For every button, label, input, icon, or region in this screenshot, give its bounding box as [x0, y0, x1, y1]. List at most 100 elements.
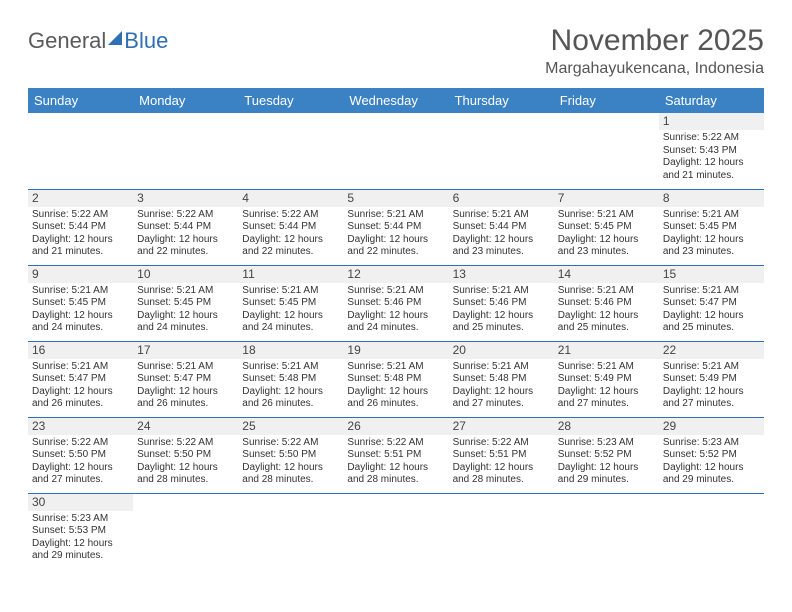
sunrise-text: Sunrise: 5:21 AM — [242, 361, 339, 374]
daylight-text: Daylight: 12 hours and 28 minutes. — [137, 462, 234, 487]
calendar-cell: 1Sunrise: 5:22 AMSunset: 5:43 PMDaylight… — [659, 113, 764, 189]
sunset-text: Sunset: 5:45 PM — [242, 297, 339, 310]
day-number: 10 — [133, 266, 238, 283]
calendar-cell — [28, 113, 133, 189]
sunset-text: Sunset: 5:44 PM — [242, 221, 339, 234]
sunrise-text: Sunrise: 5:22 AM — [453, 437, 550, 450]
sunset-text: Sunset: 5:45 PM — [32, 297, 129, 310]
day-number: 18 — [238, 342, 343, 359]
day-number: 20 — [449, 342, 554, 359]
location: Margahayukencana, Indonesia — [545, 60, 764, 78]
sunrise-text: Sunrise: 5:23 AM — [663, 437, 760, 450]
sunset-text: Sunset: 5:50 PM — [32, 449, 129, 462]
sunrise-text: Sunrise: 5:21 AM — [558, 361, 655, 374]
calendar-cell: 9Sunrise: 5:21 AMSunset: 5:45 PMDaylight… — [28, 265, 133, 341]
daylight-text: Daylight: 12 hours and 26 minutes. — [242, 386, 339, 411]
daylight-text: Daylight: 12 hours and 27 minutes. — [663, 386, 760, 411]
day-number: 22 — [659, 342, 764, 359]
sunset-text: Sunset: 5:47 PM — [137, 373, 234, 386]
sunrise-text: Sunrise: 5:21 AM — [137, 361, 234, 374]
daylight-text: Daylight: 12 hours and 24 minutes. — [242, 310, 339, 335]
daylight-text: Daylight: 12 hours and 22 minutes. — [137, 234, 234, 259]
daylight-text: Daylight: 12 hours and 23 minutes. — [453, 234, 550, 259]
day-number: 11 — [238, 266, 343, 283]
sunset-text: Sunset: 5:48 PM — [347, 373, 444, 386]
calendar-cell: 7 Sunrise: 5:21 AMSunset: 5:45 PMDaylight… — [554, 189, 659, 265]
daylight-text: Daylight: 12 hours and 25 minutes. — [453, 310, 550, 335]
sunrise-text: Sunrise: 5:21 AM — [32, 285, 129, 298]
calendar-cell: 29Sunrise: 5:23 AMSunset: 5:52 PMDayligh… — [659, 417, 764, 493]
day-number: 25 — [238, 418, 343, 435]
day-number: 1 — [659, 113, 764, 130]
daylight-text: Daylight: 12 hours and 22 minutes. — [242, 234, 339, 259]
title-block: November 2025 Margahayukencana, Indonesi… — [545, 24, 764, 78]
sunrise-text: Sunrise: 5:23 AM — [558, 437, 655, 450]
sunrise-text: Sunrise: 5:21 AM — [347, 285, 444, 298]
day-number: 4 — [238, 190, 343, 207]
logo-text-general: General — [28, 28, 106, 54]
day-number: 13 — [449, 266, 554, 283]
day-header: Friday — [554, 88, 659, 113]
daylight-text: Daylight: 12 hours and 27 minutes. — [32, 462, 129, 487]
daylight-text: Daylight: 12 hours and 29 minutes. — [558, 462, 655, 487]
sunrise-text: Sunrise: 5:21 AM — [558, 285, 655, 298]
calendar-cell: 17Sunrise: 5:21 AMSunset: 5:47 PMDayligh… — [133, 341, 238, 417]
daylight-text: Daylight: 12 hours and 21 minutes. — [32, 234, 129, 259]
sunset-text: Sunset: 5:46 PM — [558, 297, 655, 310]
sunrise-text: Sunrise: 5:21 AM — [453, 209, 550, 222]
calendar-cell: 11Sunrise: 5:21 AMSunset: 5:45 PMDayligh… — [238, 265, 343, 341]
sunrise-text: Sunrise: 5:22 AM — [242, 209, 339, 222]
sunset-text: Sunset: 5:49 PM — [663, 373, 760, 386]
calendar-cell — [554, 493, 659, 569]
calendar-cell: 10Sunrise: 5:21 AMSunset: 5:45 PMDayligh… — [133, 265, 238, 341]
sunrise-text: Sunrise: 5:22 AM — [242, 437, 339, 450]
calendar-cell: 20Sunrise: 5:21 AMSunset: 5:48 PMDayligh… — [449, 341, 554, 417]
day-number: 26 — [343, 418, 448, 435]
sunset-text: Sunset: 5:43 PM — [663, 145, 760, 158]
day-number: 3 — [133, 190, 238, 207]
day-number: 16 — [28, 342, 133, 359]
calendar-cell: 21Sunrise: 5:21 AMSunset: 5:49 PMDayligh… — [554, 341, 659, 417]
sunrise-text: Sunrise: 5:22 AM — [137, 437, 234, 450]
sunrise-text: Sunrise: 5:21 AM — [347, 209, 444, 222]
daylight-text: Daylight: 12 hours and 28 minutes. — [347, 462, 444, 487]
calendar-cell — [238, 113, 343, 189]
daylight-text: Daylight: 12 hours and 29 minutes. — [663, 462, 760, 487]
day-number: 5 — [343, 190, 448, 207]
day-header: Wednesday — [343, 88, 448, 113]
calendar-cell: 3Sunrise: 5:22 AMSunset: 5:44 PMDaylight… — [133, 189, 238, 265]
sunset-text: Sunset: 5:51 PM — [453, 449, 550, 462]
daylight-text: Daylight: 12 hours and 21 minutes. — [663, 157, 760, 182]
calendar-cell: 30Sunrise: 5:23 AMSunset: 5:53 PMDayligh… — [28, 493, 133, 569]
daylight-text: Daylight: 12 hours and 29 minutes. — [32, 538, 129, 563]
day-number: 29 — [659, 418, 764, 435]
day-number: 17 — [133, 342, 238, 359]
calendar-cell — [343, 113, 448, 189]
calendar-cell: 5Sunrise: 5:21 AMSunset: 5:44 PMDaylight… — [343, 189, 448, 265]
calendar-cell — [449, 493, 554, 569]
sunset-text: Sunset: 5:45 PM — [558, 221, 655, 234]
day-header: Thursday — [449, 88, 554, 113]
calendar-cell: 12Sunrise: 5:21 AMSunset: 5:46 PMDayligh… — [343, 265, 448, 341]
day-number: 12 — [343, 266, 448, 283]
calendar-table: Sunday Monday Tuesday Wednesday Thursday… — [28, 88, 764, 569]
daylight-text: Daylight: 12 hours and 24 minutes. — [137, 310, 234, 335]
day-header: Monday — [133, 88, 238, 113]
calendar-cell: 23Sunrise: 5:22 AMSunset: 5:50 PMDayligh… — [28, 417, 133, 493]
calendar-cell — [554, 113, 659, 189]
sunrise-text: Sunrise: 5:23 AM — [32, 513, 129, 526]
sunset-text: Sunset: 5:50 PM — [242, 449, 339, 462]
daylight-text: Daylight: 12 hours and 23 minutes. — [558, 234, 655, 259]
sunrise-text: Sunrise: 5:21 AM — [663, 285, 760, 298]
sunrise-text: Sunrise: 5:21 AM — [663, 361, 760, 374]
sunrise-text: Sunrise: 5:21 AM — [558, 209, 655, 222]
day-header: Sunday — [28, 88, 133, 113]
calendar-cell: 26Sunrise: 5:22 AMSunset: 5:51 PMDayligh… — [343, 417, 448, 493]
calendar-cell: 18 Sunrise: 5:21 AMSunset: 5:48 PMDayligh… — [238, 341, 343, 417]
sunrise-text: Sunrise: 5:22 AM — [347, 437, 444, 450]
logo: General Blue — [28, 28, 168, 54]
day-number: 7 — [554, 190, 659, 207]
sunset-text: Sunset: 5:50 PM — [137, 449, 234, 462]
calendar-cell: 19Sunrise: 5:21 AMSunset: 5:48 PMDayligh… — [343, 341, 448, 417]
sunset-text: Sunset: 5:48 PM — [242, 373, 339, 386]
